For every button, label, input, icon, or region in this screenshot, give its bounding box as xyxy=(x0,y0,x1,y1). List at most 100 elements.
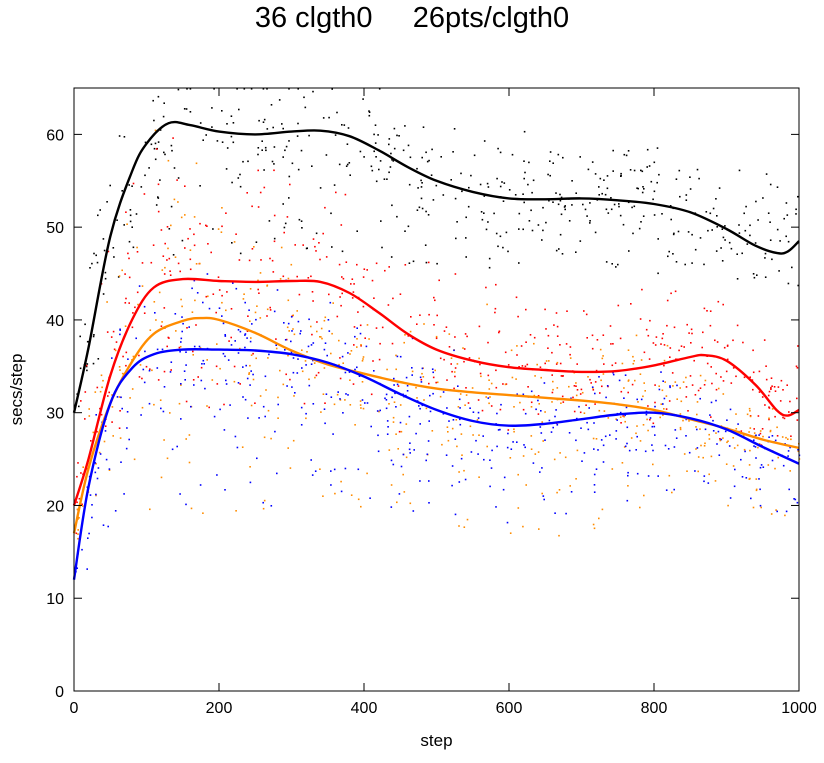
scatter-point xyxy=(564,208,566,211)
scatter-point xyxy=(179,350,181,353)
scatter-point xyxy=(653,161,656,164)
scatter-point xyxy=(675,437,678,439)
scatter-point xyxy=(415,432,417,435)
scatter-point xyxy=(125,211,127,213)
scatter-point xyxy=(339,377,342,380)
scatter-point xyxy=(114,510,117,512)
scatter-point xyxy=(121,407,123,410)
scatter-point xyxy=(494,311,496,314)
scatter-point xyxy=(136,246,138,249)
scatter-point xyxy=(685,194,688,196)
scatter-point xyxy=(762,197,764,199)
scatter-point xyxy=(336,393,339,396)
scatter-point xyxy=(125,447,128,450)
scatter-point xyxy=(625,406,628,409)
scatter-point xyxy=(654,384,656,386)
scatter-point xyxy=(418,206,421,209)
scatter-point xyxy=(554,512,556,514)
scatter-point xyxy=(458,398,461,401)
scatter-point xyxy=(549,174,551,177)
scatter-point xyxy=(221,110,223,112)
scatter-point xyxy=(167,247,169,250)
scatter-point xyxy=(156,348,159,351)
scatter-point xyxy=(329,301,332,304)
scatter-point xyxy=(749,224,751,227)
x-tick-label: 800 xyxy=(641,700,668,717)
scatter-point xyxy=(662,403,664,405)
scatter-point xyxy=(786,214,789,216)
scatter-point xyxy=(94,391,97,393)
scatter-point xyxy=(663,359,666,362)
scatter-point xyxy=(498,330,501,333)
scatter-point xyxy=(606,187,609,190)
scatter-point xyxy=(727,440,729,442)
scatter-point xyxy=(522,228,524,231)
scatter-point xyxy=(371,169,374,172)
scatter-point xyxy=(522,408,525,411)
scatter-point xyxy=(658,173,660,176)
scatter-point xyxy=(119,333,121,336)
scatter-point xyxy=(140,186,143,188)
scatter-point xyxy=(618,379,621,382)
scatter-point xyxy=(408,448,411,451)
scatter-point xyxy=(232,141,235,144)
scatter-point xyxy=(691,384,694,386)
scatter-point xyxy=(516,393,518,395)
scatter-point xyxy=(464,478,467,481)
scatter-point xyxy=(506,446,509,449)
scatter-point xyxy=(359,150,362,153)
scatter-point xyxy=(478,476,480,478)
scatter-point xyxy=(331,332,333,335)
scatter-point xyxy=(182,322,184,325)
scatter-point xyxy=(450,179,452,181)
scatter-point xyxy=(339,399,342,401)
scatter-point xyxy=(308,384,311,387)
scatter-point xyxy=(753,428,755,430)
scatter-point xyxy=(454,367,457,369)
scatter-point xyxy=(424,244,427,246)
scatter-point xyxy=(531,191,533,194)
scatter-point xyxy=(379,409,381,412)
scatter-point xyxy=(96,261,99,264)
scatter-point xyxy=(239,383,241,385)
scatter-point xyxy=(434,299,436,302)
scatter-point xyxy=(368,114,371,117)
scatter-point xyxy=(782,416,784,419)
scatter-point xyxy=(398,135,400,137)
scatter-point xyxy=(386,368,388,371)
scatter-point xyxy=(126,411,129,413)
scatter-point xyxy=(609,434,611,436)
scatter-point xyxy=(551,351,553,354)
scatter-point xyxy=(499,408,502,411)
scatter-point xyxy=(460,172,462,175)
scatter-point xyxy=(699,387,702,389)
scatter-point xyxy=(657,238,659,240)
scatter-point xyxy=(768,418,770,421)
scatter-point xyxy=(315,374,318,377)
y-tick-label: 20 xyxy=(46,498,64,515)
scatter-point xyxy=(529,334,532,336)
scatter-point xyxy=(717,430,720,433)
scatter-point xyxy=(746,243,749,245)
scatter-point xyxy=(559,362,562,365)
scatter-point xyxy=(620,390,623,393)
scatter-point xyxy=(722,303,724,306)
scatter-point xyxy=(430,174,433,176)
scatter-point xyxy=(288,140,290,142)
scatter-point xyxy=(322,117,325,119)
scatter-point xyxy=(643,188,645,190)
scatter-point xyxy=(239,173,241,176)
scatter-point xyxy=(591,347,594,350)
scatter-point xyxy=(533,394,536,397)
scatter-point xyxy=(371,279,374,282)
scatter-point xyxy=(620,174,622,177)
scatter-point xyxy=(783,217,785,220)
scatter-point xyxy=(282,156,284,158)
scatter-point xyxy=(128,240,131,243)
scatter-point xyxy=(364,402,366,404)
scatter-point xyxy=(639,373,642,375)
scatter-point xyxy=(263,118,266,121)
scatter-point xyxy=(95,254,97,257)
scatter-point xyxy=(95,414,97,416)
scatter-point xyxy=(600,439,603,441)
